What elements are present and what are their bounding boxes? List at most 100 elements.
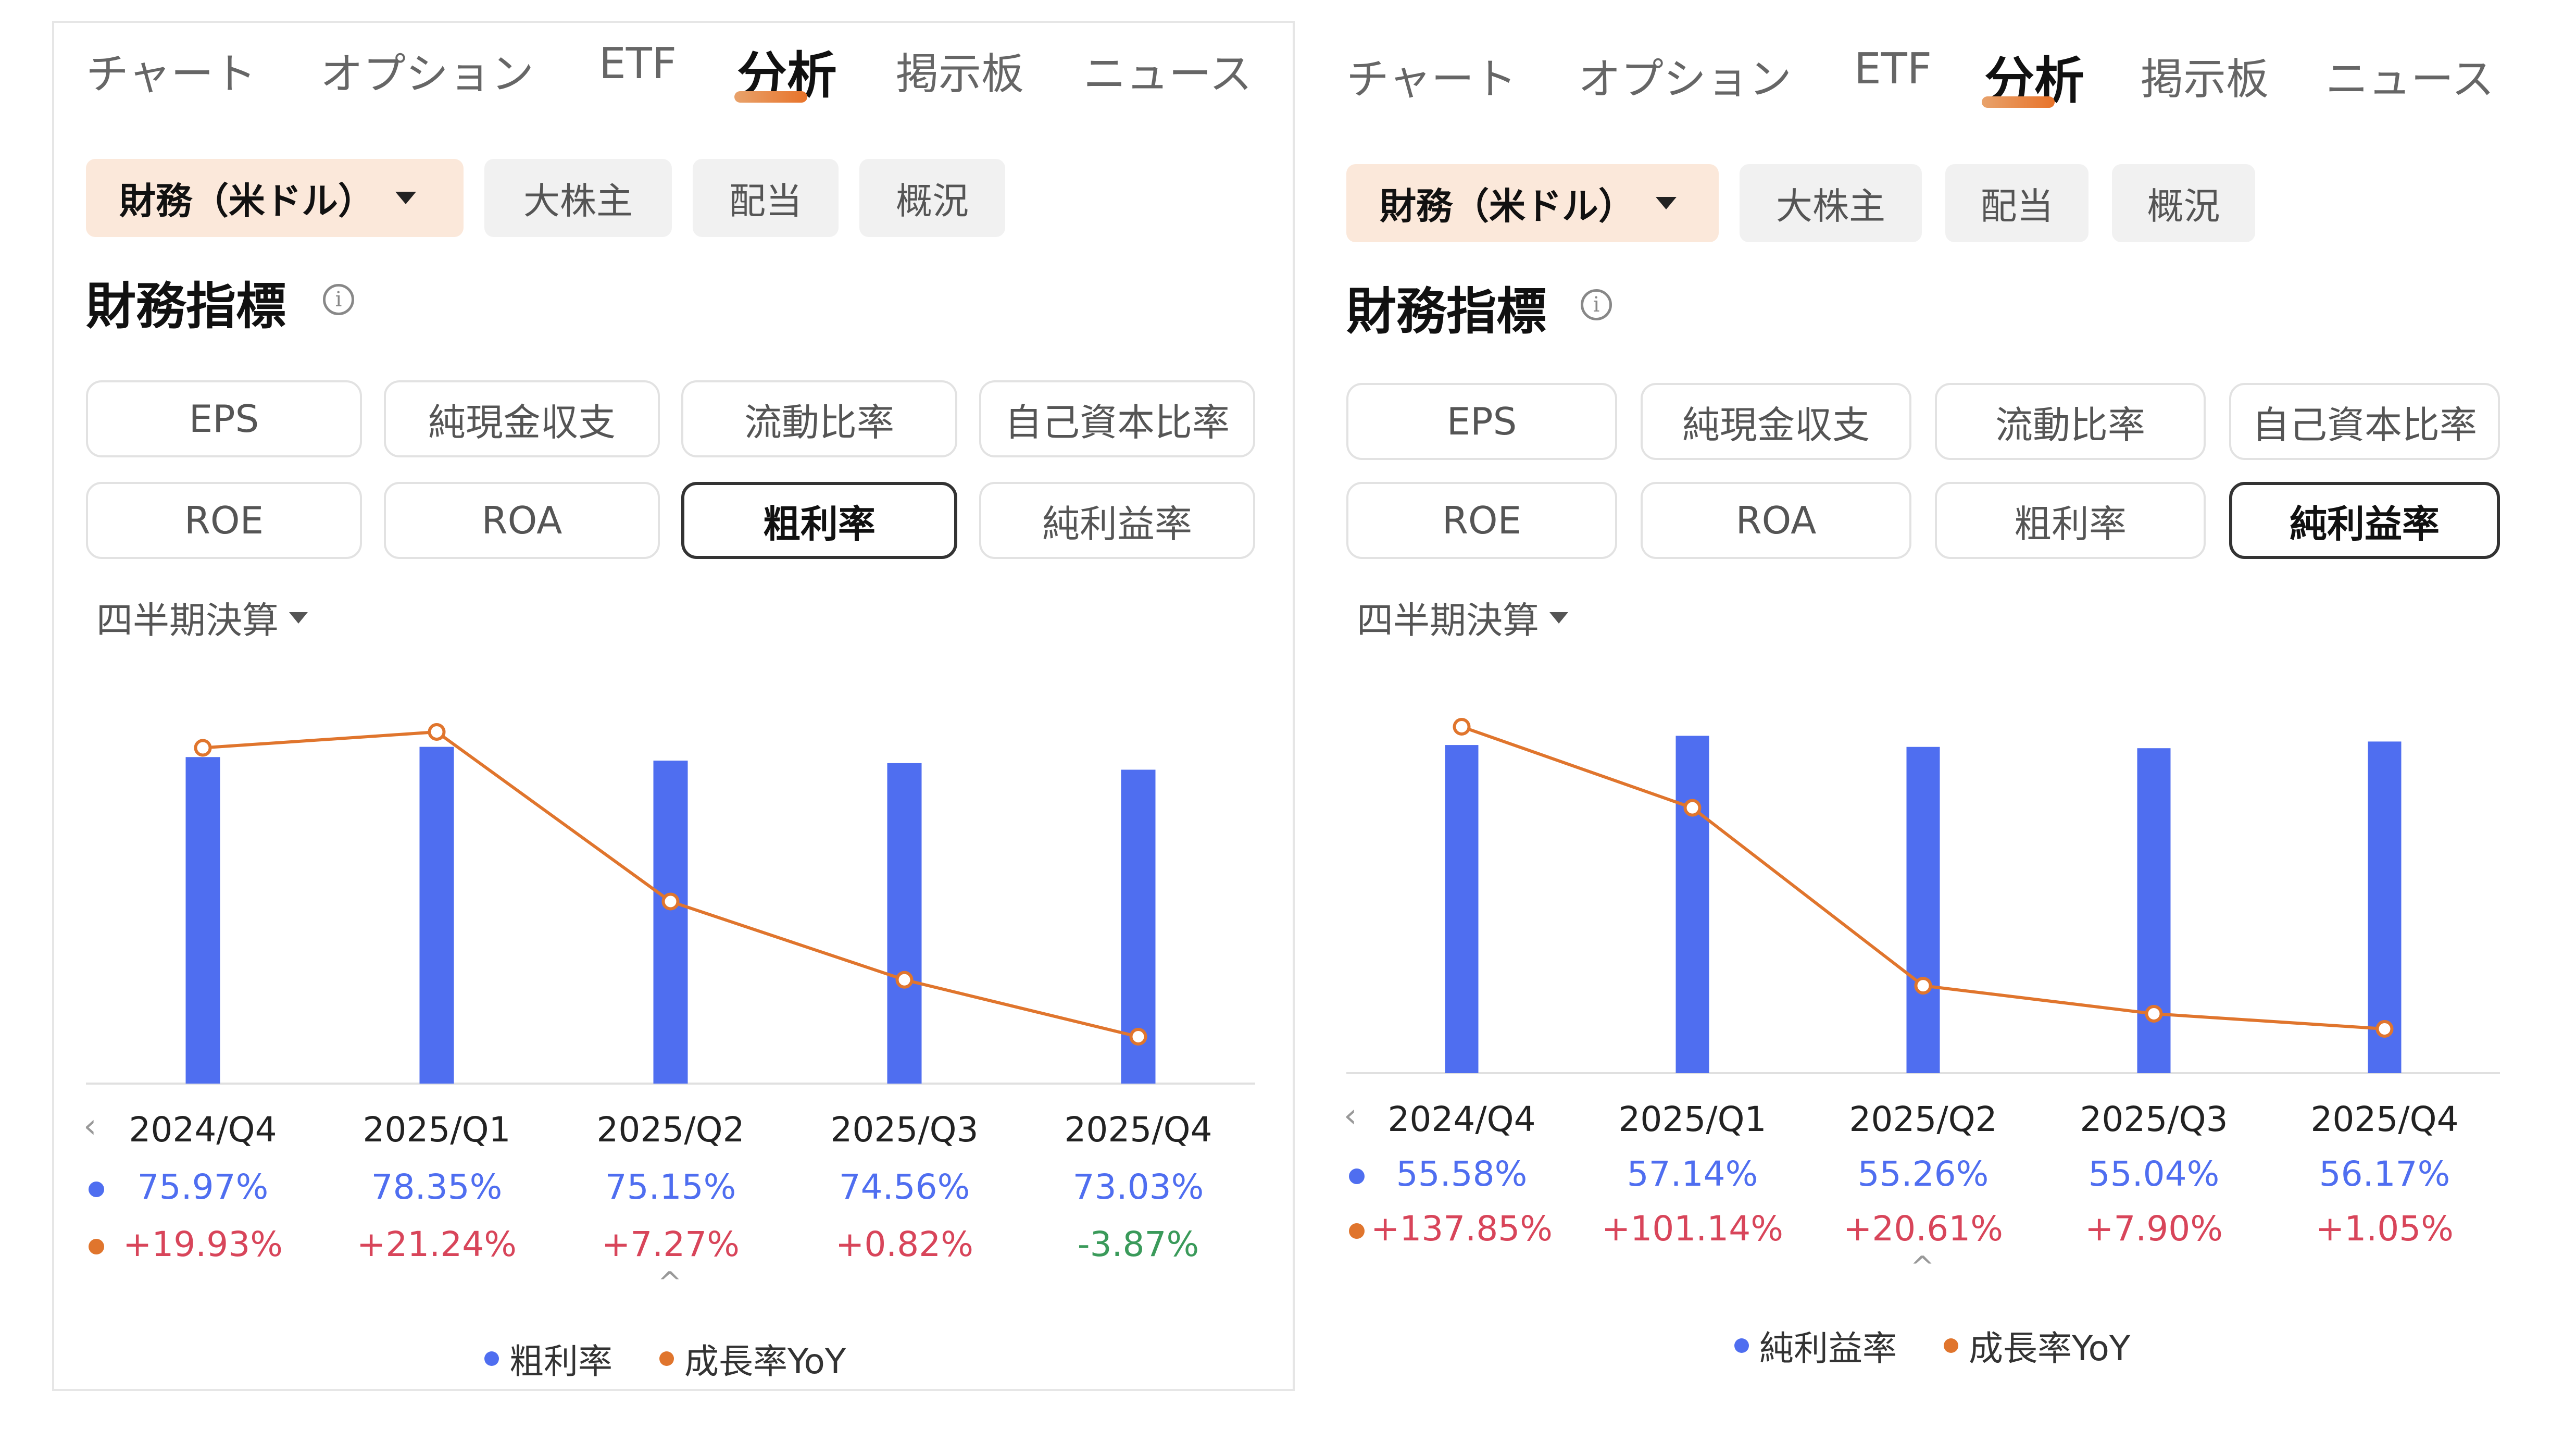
- line-series-dot: [89, 1239, 104, 1254]
- info-icon[interactable]: i: [323, 284, 354, 315]
- bar-value-label: 55.58%: [1396, 1154, 1528, 1194]
- bar-value-label: 73.03%: [1072, 1167, 1204, 1207]
- metric-button-0[interactable]: EPS: [1346, 383, 1617, 460]
- chip-1[interactable]: 大株主: [484, 159, 672, 237]
- yoy-point-1[interactable]: [428, 723, 446, 741]
- yoy-point-4[interactable]: [1129, 1028, 1147, 1046]
- chip-label: 財務（米ドル）: [1380, 184, 1635, 228]
- metric-button-0[interactable]: EPS: [86, 380, 362, 457]
- bar-4[interactable]: [2368, 741, 2402, 1073]
- yoy-point-1[interactable]: [1683, 799, 1702, 817]
- chip-label: 財務（米ドル）: [119, 179, 374, 222]
- bar-2[interactable]: [1906, 747, 1940, 1073]
- section-title: 財務指標: [86, 277, 286, 335]
- legend-label: 純利益率: [1759, 1328, 1897, 1369]
- yoy-value-label: +7.90%: [2085, 1209, 2223, 1249]
- chip-3[interactable]: 概況: [2112, 164, 2255, 242]
- financials-dropdown[interactable]: 財務（米ドル）: [1346, 164, 1719, 242]
- chip-2[interactable]: 配当: [693, 159, 839, 237]
- metric-button-1[interactable]: 純現金収支: [384, 380, 660, 457]
- tab-4[interactable]: 掲示板: [2141, 55, 2269, 104]
- legend-item-1[interactable]: 成長率YoY: [1944, 1321, 2130, 1371]
- metric-button-3[interactable]: 自己資本比率: [2229, 383, 2500, 460]
- metric-button-2[interactable]: 流動比率: [1935, 383, 2206, 460]
- chevron-left-icon[interactable]: ‹: [83, 1107, 97, 1146]
- tab-5[interactable]: ニュース: [2325, 55, 2494, 104]
- metric-button-6[interactable]: 粗利率: [1935, 482, 2206, 559]
- chip-label: 大株主: [1776, 184, 1885, 228]
- metric-button-4[interactable]: ROE: [1346, 482, 1617, 559]
- chevron-left-icon[interactable]: ‹: [1344, 1097, 1357, 1135]
- info-icon[interactable]: i: [1581, 289, 1612, 320]
- panel-content: チャート オプション ETF 分析 掲示板 ニュース 財務（米ドル） 大株主 配当 概況 財務指標 i…: [83, 39, 1255, 1384]
- legend-dot: [1734, 1338, 1749, 1353]
- category-label: 2024/Q4: [129, 1110, 277, 1150]
- tab-2[interactable]: ETF: [1854, 44, 1932, 94]
- period-selector[interactable]: 四半期決算: [96, 591, 308, 644]
- line-series-dot: [1349, 1223, 1365, 1239]
- yoy-point-3[interactable]: [895, 971, 914, 989]
- yoy-point-4[interactable]: [2375, 1020, 2394, 1038]
- right-panel: チャート オプション ETF 分析 掲示板 ニュース 財務（米ドル） 大株主 配当 概況 財務指標 i…: [1302, 0, 2576, 1442]
- chart: [1346, 718, 2500, 1074]
- chip-label: 概況: [2147, 184, 2220, 228]
- metric-button-5[interactable]: ROA: [1641, 482, 1911, 559]
- chevron-up-icon[interactable]: ^: [1910, 1250, 1935, 1284]
- yoy-point-3[interactable]: [2145, 1004, 2163, 1023]
- bar-0[interactable]: [185, 757, 220, 1084]
- tab-2[interactable]: ETF: [599, 39, 677, 89]
- active-tab-underline: [1982, 96, 2055, 108]
- yoy-value-label: +101.14%: [1602, 1209, 1783, 1249]
- bar-2[interactable]: [653, 761, 688, 1084]
- financials-dropdown[interactable]: 財務（米ドル）: [86, 159, 464, 237]
- chip-2[interactable]: 配当: [1945, 164, 2089, 242]
- period-selector[interactable]: 四半期決算: [1357, 591, 1568, 644]
- chevron-down-icon: [395, 192, 416, 204]
- yoy-point-0[interactable]: [194, 739, 212, 757]
- chevron-down-icon: [289, 612, 308, 624]
- yoy-point-2[interactable]: [661, 892, 680, 911]
- tab-4[interactable]: 掲示板: [896, 49, 1024, 99]
- bar-0[interactable]: [1445, 745, 1479, 1073]
- legend-item-0[interactable]: 純利益率: [1734, 1321, 1897, 1371]
- chip-label: 配当: [1980, 184, 2054, 228]
- metric-button-5[interactable]: ROA: [384, 482, 660, 559]
- metric-button-6[interactable]: 粗利率: [681, 482, 957, 559]
- bar-1[interactable]: [1675, 736, 1709, 1073]
- tab-0[interactable]: チャート: [86, 49, 257, 99]
- bar-value-label: 55.04%: [2088, 1154, 2220, 1194]
- metric-button-1[interactable]: 純現金収支: [1641, 383, 1911, 460]
- panel-content: チャート オプション ETF 分析 掲示板 ニュース 財務（米ドル） 大株主 配当 概況 財務指標 i…: [1302, 0, 2576, 1442]
- category-label: 2025/Q4: [1064, 1110, 1212, 1150]
- chip-1[interactable]: 大株主: [1740, 164, 1922, 242]
- tab-1[interactable]: オプション: [320, 49, 534, 99]
- metric-button-3[interactable]: 自己資本比率: [979, 380, 1255, 457]
- category-label: 2025/Q2: [1849, 1099, 1997, 1139]
- metric-button-7[interactable]: 純利益率: [979, 482, 1255, 559]
- bar-value-label: 57.14%: [1627, 1154, 1758, 1194]
- bar-3[interactable]: [2137, 748, 2171, 1073]
- tab-5[interactable]: ニュース: [1083, 49, 1252, 99]
- bar-3[interactable]: [887, 763, 922, 1084]
- category-label: 2025/Q1: [362, 1110, 511, 1150]
- chart-legend: 粗利率 成長率YoY: [484, 1334, 893, 1384]
- yoy-point-2[interactable]: [1914, 977, 1932, 995]
- legend-item-1[interactable]: 成長率YoY: [659, 1334, 846, 1384]
- chip-label: 概況: [896, 179, 969, 222]
- yoy-point-0[interactable]: [1453, 718, 1471, 736]
- bar-value-label: 75.97%: [137, 1167, 269, 1207]
- panel-frame: [52, 21, 1295, 1391]
- legend-label: 成長率YoY: [1969, 1328, 2131, 1369]
- tab-1[interactable]: オプション: [1578, 55, 1792, 104]
- legend-dot: [659, 1351, 674, 1366]
- metric-button-2[interactable]: 流動比率: [681, 380, 957, 457]
- chevron-up-icon[interactable]: ^: [657, 1266, 682, 1300]
- metric-button-7[interactable]: 純利益率: [2229, 482, 2500, 559]
- bar-1[interactable]: [419, 747, 454, 1084]
- yoy-value-label: +21.24%: [357, 1224, 517, 1264]
- chip-3[interactable]: 概況: [859, 159, 1005, 237]
- category-label: 2024/Q4: [1387, 1099, 1536, 1139]
- tab-0[interactable]: チャート: [1346, 55, 1517, 104]
- metric-button-4[interactable]: ROE: [86, 482, 362, 559]
- legend-item-0[interactable]: 粗利率: [484, 1334, 612, 1384]
